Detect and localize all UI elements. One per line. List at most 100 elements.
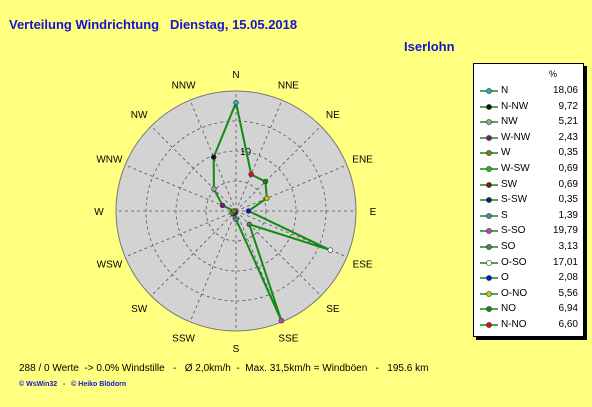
direction-label-ENE: ENE	[352, 155, 373, 166]
legend-item: N-NW 9,72	[474, 100, 583, 115]
legend-label: NW	[501, 116, 518, 128]
legend-label: O	[501, 272, 509, 284]
direction-label-N: N	[232, 70, 239, 81]
legend-marker	[480, 322, 498, 328]
direction-label-E: E	[370, 207, 377, 218]
legend-marker	[480, 306, 498, 313]
legend-marker	[480, 150, 498, 157]
legend-marker	[480, 275, 498, 282]
legend-item: S-SW 0,35	[474, 193, 583, 208]
legend-marker	[480, 259, 498, 266]
direction-label-SSW: SSW	[172, 334, 195, 345]
direction-label-NNW: NNW	[172, 80, 196, 91]
direction-label-S: S	[233, 344, 240, 355]
spoke-SW	[150, 210, 237, 297]
direction-label-W: W	[94, 207, 104, 218]
legend-value: 5,56	[558, 287, 578, 299]
location-label: Iserlohn	[404, 39, 455, 54]
legend-label: W-SW	[501, 163, 530, 174]
legend-label: S-SW	[501, 194, 528, 206]
marker-S	[233, 216, 239, 223]
legend-label: S	[501, 209, 508, 221]
legend-value: 6,94	[558, 303, 578, 315]
legend-value: 19,79	[552, 225, 578, 237]
direction-label-NNE: NNE	[278, 80, 299, 91]
legend-label: NO	[501, 303, 516, 315]
legend-marker	[480, 228, 498, 235]
legend-item: NO 6,94	[474, 302, 583, 317]
spoke-WSW	[124, 210, 237, 258]
legend-item: W-SW 0,69	[474, 162, 583, 177]
spoke-ESE	[235, 210, 348, 258]
direction-label-SE: SE	[326, 304, 340, 315]
marker-SE	[246, 221, 252, 227]
legend-marker	[480, 88, 498, 94]
legend: % N 18,06 N-NW 9,72 NW 5,21 W-NW 2,43 W 0,35 W-SW 0…	[473, 63, 584, 337]
legend-item: O-SO 17,01	[474, 256, 583, 271]
marker-NE	[262, 178, 269, 185]
legend-marker	[480, 103, 498, 110]
legend-label: N-NO	[501, 319, 527, 330]
legend-label: O-NO	[501, 287, 528, 299]
spoke-WNW	[124, 164, 237, 212]
spoke-NW	[150, 125, 237, 212]
legend-value: 1,39	[558, 209, 578, 221]
direction-label-ESE: ESE	[353, 259, 373, 270]
direction-label-WNW: WNW	[96, 155, 123, 166]
marker-NW	[211, 186, 217, 192]
marker-ENE	[264, 195, 270, 201]
marker-E	[245, 208, 252, 214]
legend-item: S-SO 19,79	[474, 224, 583, 239]
legend-value: 18,06	[552, 85, 578, 96]
chart-title: Verteilung Windrichtung Dienstag, 15.05.…	[9, 17, 298, 32]
legend-item: O-NO 5,56	[474, 287, 583, 302]
legend-item: W 0,35	[474, 146, 583, 161]
legend-value: 2,43	[558, 131, 578, 143]
copyright-line: © WsWin32 - © Heiko Blödorn	[19, 381, 127, 388]
legend-item: SW 0,69	[474, 178, 583, 193]
marker-NNW	[210, 154, 217, 160]
legend-marker	[480, 119, 498, 126]
legend-marker	[480, 197, 498, 204]
direction-label-NW: NW	[131, 110, 148, 121]
legend-item: N 18,06	[474, 84, 583, 99]
direction-label-WSW: WSW	[97, 259, 123, 270]
legend-item: O 2,08	[474, 271, 583, 286]
legend-value: 0,69	[558, 163, 578, 174]
marker-SSE	[278, 318, 285, 324]
legend-item: N-NO 6,60	[474, 318, 583, 333]
marker-ESE	[327, 247, 333, 253]
marker-WNW	[219, 202, 226, 209]
spoke-NE	[235, 125, 322, 212]
legend-label: N-NW	[501, 100, 529, 112]
legend-item: W-NW 2,43	[474, 131, 583, 146]
legend-value: 9,72	[558, 100, 578, 112]
legend-label: S-SO	[501, 225, 526, 237]
legend-value: 3,13	[558, 241, 578, 252]
marker-N	[233, 99, 239, 106]
legend-item: NW 5,21	[474, 115, 583, 130]
legend-marker	[480, 166, 498, 172]
direction-label-SSE: SSE	[278, 334, 298, 345]
legend-label: SW	[501, 178, 518, 190]
spoke-ENE	[235, 164, 348, 212]
legend-label: O-SO	[501, 256, 527, 268]
legend-marker	[480, 244, 498, 250]
marker-NNE	[248, 171, 254, 178]
legend-label: W-NW	[501, 131, 531, 143]
spoke-SSE	[235, 210, 283, 323]
legend-value: 0,35	[558, 147, 578, 159]
legend-marker	[480, 212, 498, 219]
direction-label-SW: SW	[131, 304, 148, 315]
legend-value: 0,69	[558, 178, 578, 190]
legend-item: S 1,39	[474, 209, 583, 224]
spoke-SSW	[189, 210, 237, 323]
legend-marker	[480, 134, 498, 141]
legend-item: SO 3,13	[474, 240, 583, 255]
legend-value: 6,60	[558, 319, 578, 330]
legend-value: 0,35	[558, 194, 578, 206]
direction-label-NE: NE	[326, 110, 340, 121]
legend-label: W	[501, 147, 511, 159]
legend-label: N	[501, 85, 509, 96]
legend-value: 2,08	[558, 272, 578, 284]
